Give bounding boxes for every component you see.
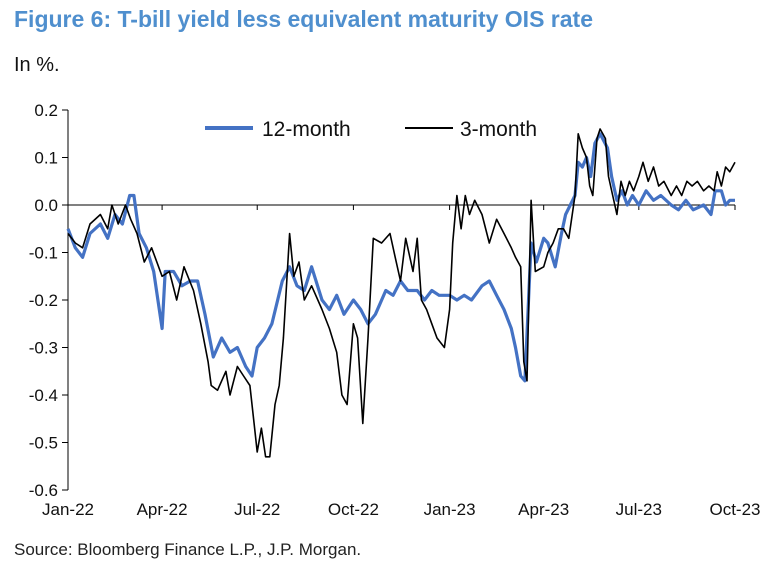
x-tick-label: Jan-22 <box>42 500 94 519</box>
x-axis: Jan-22 Apr-22 Jul-22 Oct-22 Jan-23 Apr-23 Jul-… <box>42 204 761 519</box>
line-chart: 0.2 0.1 0.0 -0.1 -0.2 -0.3 -0.4 -0.5 -0.6 Jan-22… <box>29 101 761 519</box>
y-tick-label: -0.3 <box>29 339 58 358</box>
source-note: Source: Bloomberg Finance L.P., J.P. Mor… <box>14 540 362 559</box>
y-axis: 0.2 0.1 0.0 -0.1 -0.2 -0.3 -0.4 -0.5 -0.6 <box>29 101 69 500</box>
chart-series <box>66 128 736 458</box>
legend-label: 12-month <box>262 118 351 141</box>
y-tick-label: -0.1 <box>29 244 58 263</box>
y-tick-label: -0.6 <box>29 481 58 500</box>
y-tick-label: 0.1 <box>34 149 58 168</box>
y-tick-label: -0.2 <box>29 291 58 310</box>
y-tick-label: 0.0 <box>34 196 58 215</box>
y-tick-label: 0.2 <box>34 101 58 120</box>
x-tick-label: Apr-22 <box>137 500 188 519</box>
y-tick-label: -0.5 <box>29 434 58 453</box>
x-tick-label: Oct-22 <box>328 500 379 519</box>
x-tick-label: Apr-23 <box>518 500 569 519</box>
series-line-12-month <box>66 132 735 383</box>
chart-subtitle-units: In %. <box>14 54 60 76</box>
x-tick-label: Jul-23 <box>616 500 662 519</box>
x-tick-label: Jan-23 <box>424 500 476 519</box>
x-tick-label: Jul-22 <box>234 500 280 519</box>
legend-label: 3-month <box>460 118 537 141</box>
y-tick-label: -0.4 <box>29 386 58 405</box>
series-line-3-month <box>67 128 736 458</box>
chart-legend: 12-month 3-month <box>205 118 537 141</box>
chart-title: Figure 6: T-bill yield less equivalent m… <box>14 6 593 32</box>
x-tick-label: Oct-23 <box>709 500 760 519</box>
